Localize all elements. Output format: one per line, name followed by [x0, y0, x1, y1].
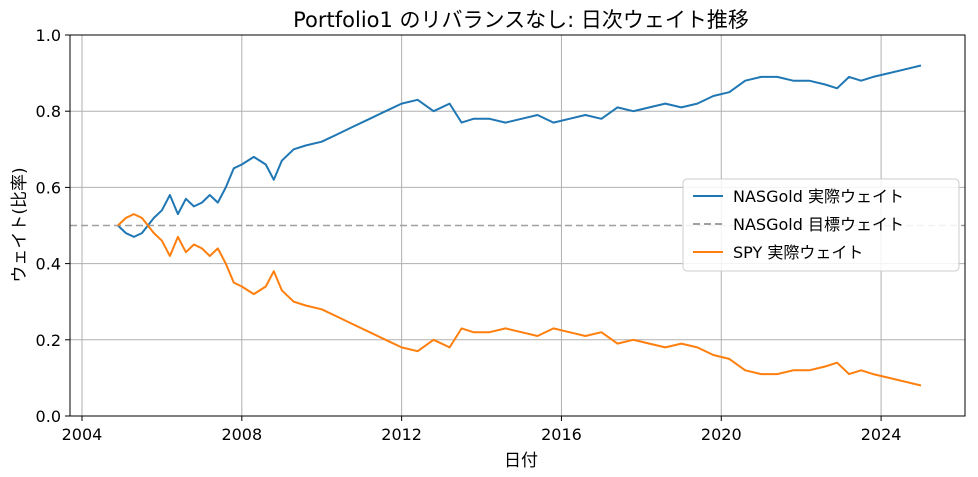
series-layer [70, 64, 965, 387]
x-tick-label: 2016 [541, 425, 582, 444]
y-tick-label: 0.8 [36, 102, 61, 121]
y-axis-ticks: 0.0 0.2 0.4 0.6 0.8 1.0 [36, 26, 70, 426]
y-tick-label: 0.2 [36, 331, 61, 350]
y-tick-label: 0.6 [36, 178, 61, 197]
x-tick-label: 2020 [701, 425, 742, 444]
y-tick-label: 0.4 [36, 255, 61, 274]
legend-box [682, 178, 960, 272]
legend-label: NASGold 目標ウェイト [733, 215, 904, 234]
y-axis-label: ウェイト(比率) [10, 167, 30, 282]
x-tick-label: 2012 [381, 425, 422, 444]
series-line-2 [117, 213, 922, 387]
y-tick-label: 0.0 [36, 407, 61, 426]
chart-title: Portfolio1 のリバランスなし: 日次ウェイト推移 [293, 8, 749, 32]
x-tick-label: 2024 [861, 425, 902, 444]
y-tick-label: 1.0 [36, 26, 61, 45]
series-line-0 [117, 64, 922, 238]
plot-frame [69, 34, 966, 417]
x-tick-label: 2004 [62, 425, 103, 444]
x-axis-ticks: 2004 2008 2012 2016 2020 2024 [62, 416, 902, 444]
legend: NASGold 実際ウェイト NASGold 目標ウェイト SPY 実際ウェイト [682, 178, 960, 272]
legend-label: NASGold 実際ウェイト [733, 187, 904, 206]
x-axis-label: 日付 [504, 451, 538, 471]
legend-label: SPY 実際ウェイト [733, 243, 863, 262]
x-tick-label: 2008 [221, 425, 262, 444]
